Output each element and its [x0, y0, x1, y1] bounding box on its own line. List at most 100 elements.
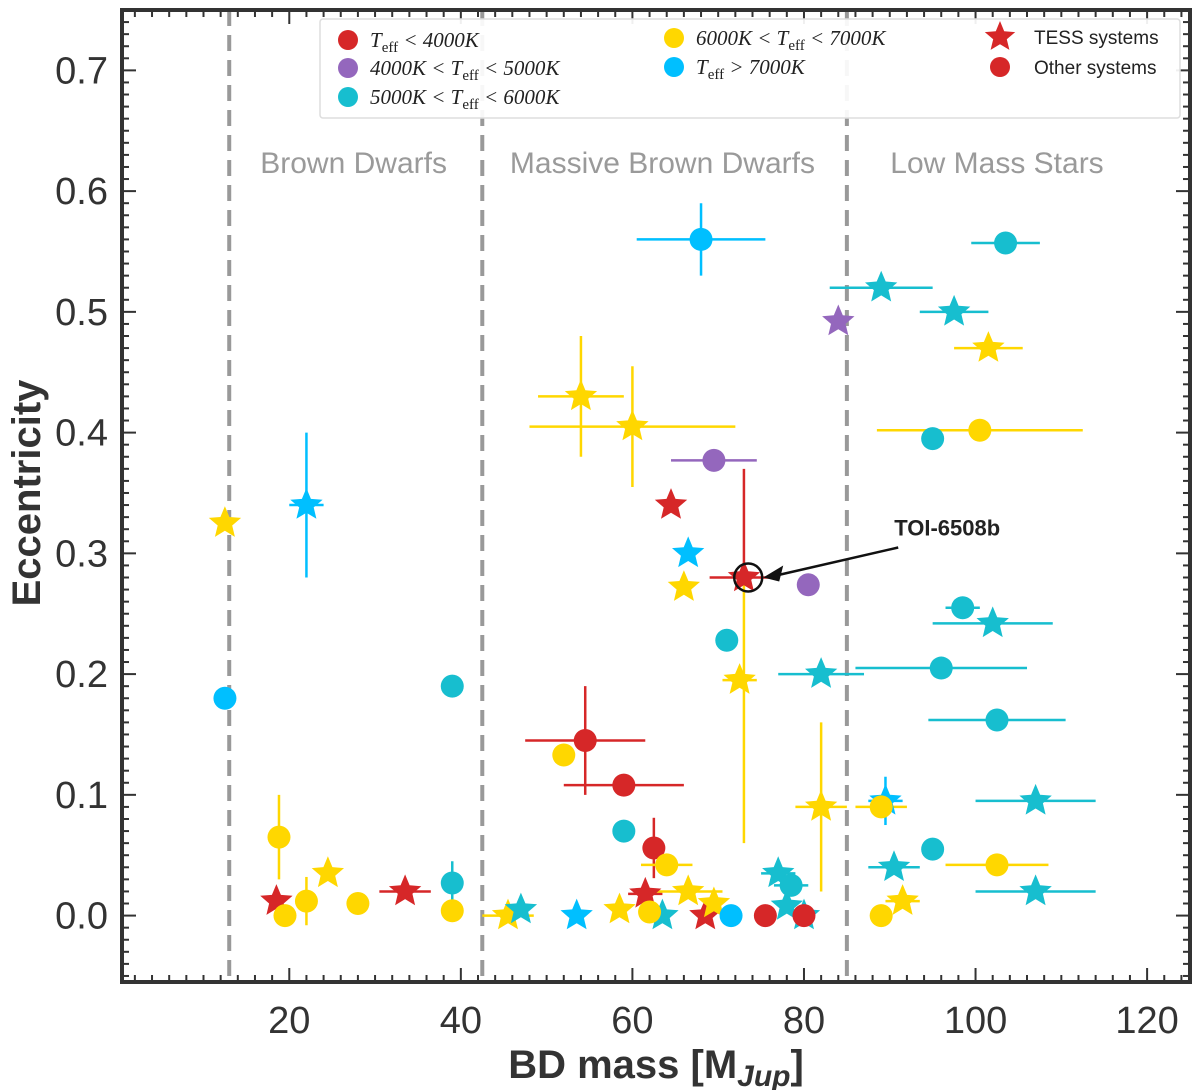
legend-other-label: Other systems — [1034, 58, 1156, 79]
tess-star-point — [805, 789, 838, 821]
tess-star-point — [822, 304, 855, 336]
x-axis-title-close: ] — [790, 1043, 803, 1087]
other-circle-point — [440, 899, 464, 923]
legend-label-part: < T — [752, 26, 790, 50]
legend-label-part: K — [544, 85, 560, 109]
tess-star-point — [723, 663, 756, 694]
tess-star-point — [560, 898, 593, 930]
other-circle-point — [869, 904, 893, 928]
tess-star-point — [654, 488, 688, 519]
legend-label-part: < 4000 — [398, 28, 465, 52]
tess-star-point — [805, 657, 838, 688]
other-circle-point — [929, 656, 953, 680]
other-circle-point — [655, 853, 679, 877]
other-circle-point — [985, 708, 1009, 732]
y-tick-label: 0.5 — [55, 292, 108, 334]
other-circle-point — [753, 904, 777, 928]
tess-star-point — [937, 294, 971, 326]
legend-label-part: K — [544, 56, 560, 80]
legend-label: 5000K < Teff < 6000K — [370, 85, 560, 113]
legend-other-marker — [990, 57, 1010, 77]
tess-star-point — [504, 892, 538, 924]
annotation-arrowhead — [763, 565, 784, 582]
tess-star-point — [290, 488, 323, 519]
other-circle-point — [719, 904, 743, 928]
legend-marker — [664, 28, 684, 48]
other-circle-point — [792, 904, 816, 928]
legend-marker — [338, 30, 358, 50]
other-circle-point — [968, 418, 992, 442]
other-circle-point — [573, 729, 597, 753]
other-circle-point — [779, 873, 803, 897]
tess-star-point — [1019, 783, 1052, 815]
other-circle-point — [267, 825, 291, 849]
annotation-arrow — [775, 546, 899, 577]
legend-label-part: < T — [426, 85, 464, 109]
x-tick-label: 80 — [783, 1000, 825, 1042]
legend-label-part: K — [464, 28, 480, 52]
legend-label-part: K — [870, 26, 886, 50]
other-circle-point — [921, 837, 945, 861]
other-circle-point — [440, 674, 464, 698]
legend-label-part: eff — [382, 40, 398, 56]
legend-label-part: K — [411, 56, 427, 80]
region-dividers — [227, 10, 849, 982]
legend-marker — [338, 87, 358, 107]
other-circle-point — [702, 448, 726, 472]
legend-marker — [664, 57, 684, 77]
legend-label-part: < 6000 — [479, 85, 546, 109]
y-tick-label: 0.6 — [55, 171, 108, 213]
y-tick-label: 0.1 — [55, 775, 108, 817]
legend-marker — [338, 58, 358, 78]
tess-star-point — [972, 331, 1005, 362]
legend-label-part: eff — [788, 38, 804, 54]
legend-label-part: > 7000 — [724, 55, 791, 79]
legend-label-part: < 7000 — [805, 26, 872, 50]
legend-label-part: eff — [708, 67, 724, 83]
tess-star-point — [672, 874, 705, 906]
tess-star-point — [877, 850, 911, 881]
other-circle-point — [715, 628, 739, 652]
y-tick-label: 0.3 — [55, 533, 108, 575]
region-label: Low Mass Stars — [890, 147, 1103, 180]
region-label: Brown Dwarfs — [260, 147, 447, 180]
region-labels: Brown Dwarfs Massive Brown Dwarfs Low Mass… — [260, 147, 1103, 180]
data-markers — [208, 227, 1052, 930]
legend-label-part: < 5000 — [479, 56, 546, 80]
tess-star-point — [311, 856, 344, 888]
y-tick-label: 0.2 — [55, 654, 108, 696]
tess-star-point — [629, 876, 662, 908]
tess-star-point — [388, 874, 422, 906]
tess-star-point — [491, 898, 525, 930]
x-axis-title-sub: Jup — [737, 1060, 790, 1090]
tess-star-point — [208, 506, 242, 537]
tess-star-point — [1019, 874, 1052, 906]
y-tick-label: 0.0 — [55, 896, 108, 938]
legend-label-part: 6000 — [696, 26, 739, 50]
legend-label-part: K — [790, 55, 806, 79]
x-tick-label: 120 — [1115, 1000, 1178, 1042]
legend-box — [319, 18, 1181, 119]
annotation: TOI-6508b — [732, 516, 1000, 593]
legend-label-part: K — [411, 85, 427, 109]
other-circle-point — [921, 427, 945, 451]
tess-star-point — [564, 379, 598, 411]
other-circle-point — [273, 904, 297, 928]
other-circle-point — [440, 871, 464, 895]
legend-label-part: eff — [462, 68, 478, 84]
legend-label-part: eff — [462, 97, 478, 113]
x-tick-label: 100 — [944, 1000, 1007, 1042]
legend-label-part: T — [696, 55, 709, 79]
x-tick-label: 20 — [268, 1000, 310, 1042]
tess-star-point — [616, 409, 649, 441]
x-axis-title: BD mass [MJup] — [508, 1043, 804, 1090]
axis-titles: BD mass [MJup] Eccentricity — [5, 379, 804, 1090]
plot-frame — [120, 8, 1192, 984]
tess-star-point — [603, 892, 636, 924]
x-tick-label: 40 — [440, 1000, 482, 1042]
y-tick-label: 0.7 — [55, 50, 108, 92]
legend-tess-label: TESS systems — [1034, 28, 1159, 49]
other-circle-point — [294, 889, 318, 913]
